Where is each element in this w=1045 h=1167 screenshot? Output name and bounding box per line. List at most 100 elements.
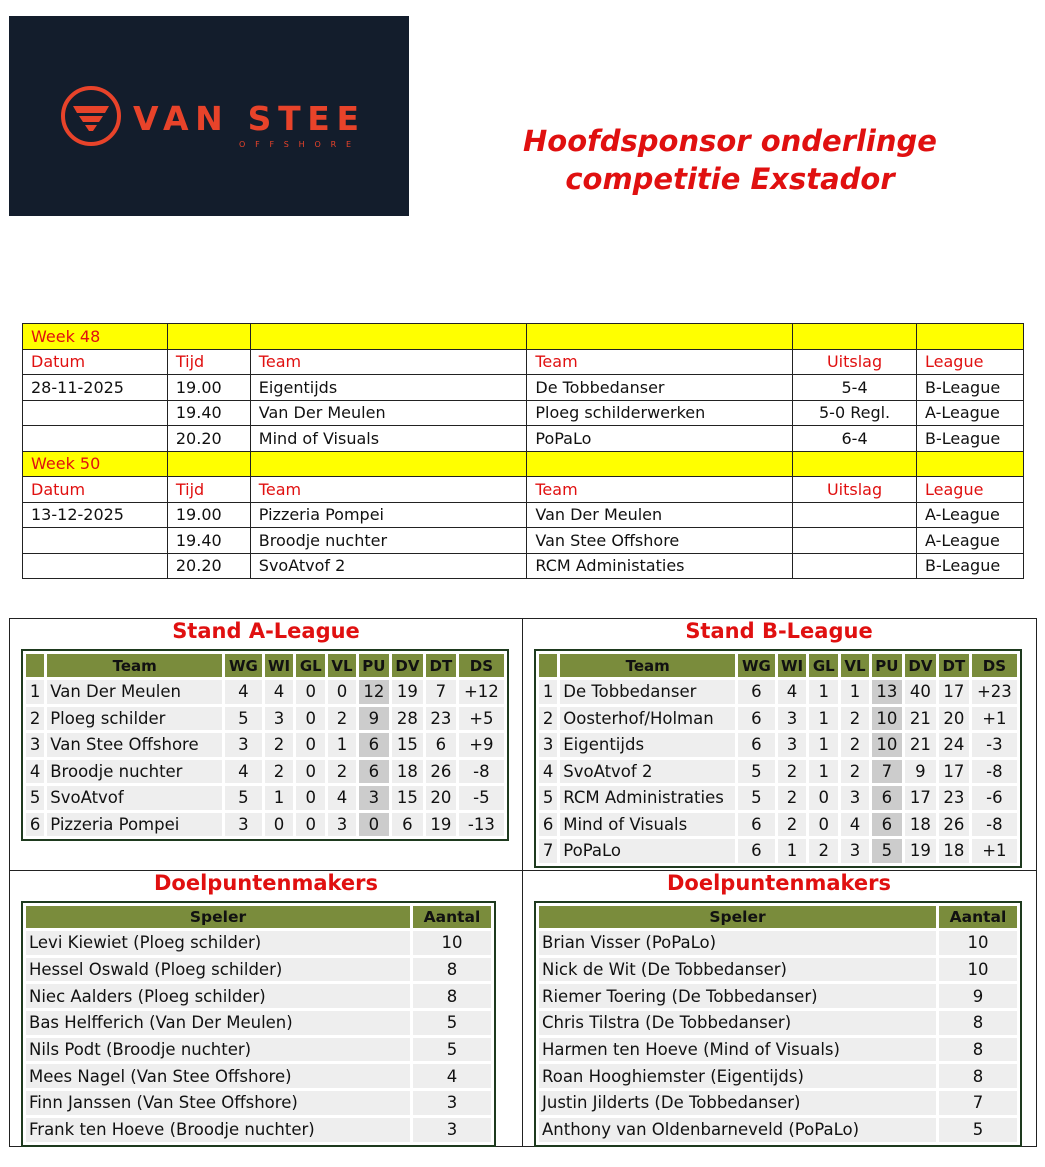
scorer-row: Nick de Wit (De Tobbedanser) 10 <box>539 957 1017 982</box>
cell-dv: 6 <box>391 812 423 836</box>
result-cell: 5-4 <box>792 374 917 401</box>
scorer-row: Brian Visser (PoPaLo) 10 <box>539 931 1017 955</box>
home-team-cell: Mind of Visuals <box>249 425 528 452</box>
cell-wi: 2 <box>264 733 294 757</box>
column-header: Team <box>560 654 736 677</box>
cell-pu: 10 <box>871 733 902 757</box>
standing-row: 4 Broodje nuchter 4 2 0 2 6 18 26 -8 <box>26 759 504 783</box>
goals-cell: 4 <box>413 1064 491 1089</box>
cell-team: De Tobbedanser <box>560 680 736 704</box>
stand-a-title: Stand A-League <box>172 619 360 643</box>
player-cell: Anthony van Oldenbarneveld (PoPaLo) <box>539 1117 936 1142</box>
divider <box>10 870 1036 871</box>
cell-dv: 28 <box>391 706 423 730</box>
column-header: GL <box>296 654 326 677</box>
cell-vl: 1 <box>328 733 356 757</box>
time-cell: 19.00 <box>166 374 251 401</box>
cell-dv: 18 <box>904 812 936 836</box>
cell-rank: 2 <box>539 706 558 730</box>
cell-rank: 5 <box>539 786 558 810</box>
cell-wg: 6 <box>738 812 775 836</box>
column-header: DS <box>458 654 504 677</box>
away-team-cell: Van Der Meulen <box>526 501 794 528</box>
cell-dv: 21 <box>904 733 936 757</box>
cell-pu: 6 <box>871 786 902 810</box>
column-header: VL <box>841 654 869 677</box>
scorers-a-table: Speler Aantal Levi Kiewiet (Ploeg schilder… <box>21 901 496 1147</box>
match-row: 19.40 Broodje nuchter Van Stee Offshore A-L… <box>22 527 1024 554</box>
goals-cell: 8 <box>939 1064 1017 1089</box>
cell-gl: 0 <box>296 706 326 730</box>
stand-a-league-table: Team WG WI GL VL PU DV DT DS 1 Van Der Meulen 4 4 0 0 1… <box>21 649 509 841</box>
cell-rank: 3 <box>26 733 45 757</box>
column-header: League <box>916 348 1024 375</box>
cell-vl: 3 <box>841 786 869 810</box>
player-cell: Mees Nagel (Van Stee Offshore) <box>26 1064 410 1089</box>
cell-ds: -13 <box>458 812 504 836</box>
date-cell <box>22 425 168 452</box>
cell-ds: +9 <box>458 733 504 757</box>
cell-vl: 2 <box>328 759 356 783</box>
date-cell: 13-12-2025 <box>22 501 168 528</box>
cell-vl: 3 <box>328 812 356 836</box>
empty-cell <box>249 323 528 350</box>
column-header: Team <box>526 348 794 375</box>
cell-pu: 12 <box>358 680 389 704</box>
standing-row: 2 Ploeg schilder 5 3 0 2 9 28 23 +5 <box>26 706 504 730</box>
goals-cell: 5 <box>413 1011 491 1035</box>
cell-gl: 0 <box>296 733 326 757</box>
standing-row: 2 Oosterhof/Holman 6 3 1 2 10 21 20 +1 <box>539 706 1017 730</box>
column-header: Team <box>526 476 794 503</box>
standings-panel: Stand A-League Stand B-League Doelpunten… <box>9 618 1037 1147</box>
cell-dv: 17 <box>904 786 936 810</box>
cell-team: SvoAtvof 2 <box>560 759 736 783</box>
empty-cell <box>166 323 251 350</box>
cell-dt: 20 <box>938 706 969 730</box>
column-header: Datum <box>22 348 168 375</box>
goals-cell: 8 <box>413 957 491 982</box>
result-cell: 6-4 <box>792 425 917 452</box>
match-row: 28-11-2025 19.00 Eigentijds De Tobbedanser 5… <box>22 374 1024 401</box>
league-cell: B-League <box>916 374 1024 401</box>
cell-team: Oosterhof/Holman <box>560 706 736 730</box>
away-team-cell: De Tobbedanser <box>526 374 794 401</box>
cell-pu: 3 <box>358 786 389 810</box>
cell-vl: 2 <box>841 759 869 783</box>
result-cell <box>792 527 917 554</box>
cell-dt: 23 <box>938 786 969 810</box>
cell-ds: -6 <box>971 786 1017 810</box>
player-cell: Finn Janssen (Van Stee Offshore) <box>26 1091 410 1115</box>
away-team-cell: Ploeg schilderwerken <box>526 399 794 426</box>
column-header: Aantal <box>413 906 491 928</box>
cell-wi: 0 <box>264 812 294 836</box>
column-header: Tijd <box>166 476 251 503</box>
player-cell: Levi Kiewiet (Ploeg schilder) <box>26 931 410 955</box>
home-team-cell: Broodje nuchter <box>249 527 528 554</box>
goals-cell: 5 <box>413 1037 491 1062</box>
player-cell: Brian Visser (PoPaLo) <box>539 931 936 955</box>
standing-row: 3 Van Stee Offshore 3 2 0 1 6 15 6 +9 <box>26 733 504 757</box>
scorer-row: Justin Jilderts (De Tobbedanser) 7 <box>539 1091 1017 1115</box>
cell-vl: 2 <box>328 706 356 730</box>
cell-vl: 4 <box>328 786 356 810</box>
header-row: Speler Aantal <box>539 906 1017 928</box>
cell-wg: 5 <box>738 786 775 810</box>
cell-pu: 10 <box>871 706 902 730</box>
cell-rank: 7 <box>539 839 558 863</box>
goals-cell: 8 <box>939 1011 1017 1035</box>
cell-wi: 4 <box>777 680 807 704</box>
cell-wi: 2 <box>264 759 294 783</box>
cell-dv: 15 <box>391 786 423 810</box>
column-header: WI <box>777 654 807 677</box>
column-header: Speler <box>539 906 936 928</box>
svg-text:OFFSHORE: OFFSHORE <box>239 140 357 149</box>
time-cell: 19.00 <box>166 501 251 528</box>
cell-wi: 2 <box>777 759 807 783</box>
cell-ds: -8 <box>971 812 1017 836</box>
player-cell: Chris Tilstra (De Tobbedanser) <box>539 1011 936 1035</box>
cell-ds: -5 <box>458 786 504 810</box>
cell-wg: 4 <box>225 759 262 783</box>
match-row: 20.20 Mind of Visuals PoPaLo 6-4 B-League <box>22 425 1024 452</box>
column-header: PU <box>871 654 902 677</box>
standing-row: 6 Mind of Visuals 6 2 0 4 6 18 26 -8 <box>539 812 1017 836</box>
